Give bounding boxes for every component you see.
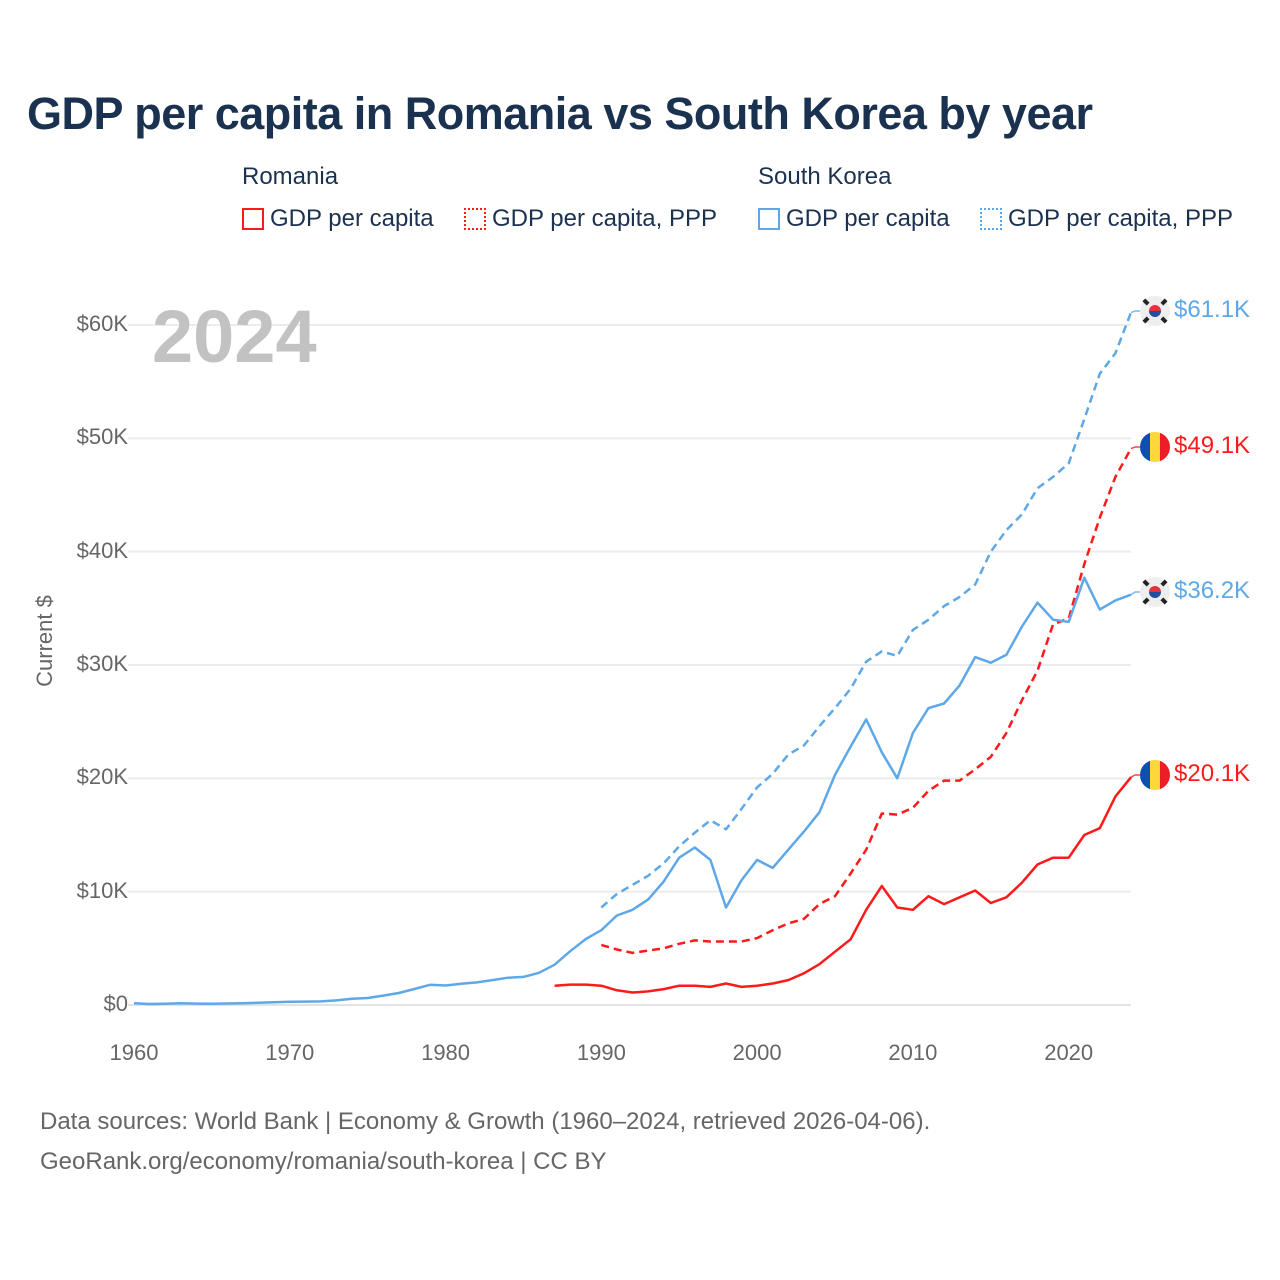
footer-sources: Data sources: World Bank | Economy & Gro… bbox=[40, 1108, 931, 1135]
romania-flag-icon bbox=[1140, 760, 1170, 790]
end-connector bbox=[1130, 774, 1140, 778]
y-tick-label: $0 bbox=[103, 991, 128, 1016]
footer-link[interactable]: GeoRank.org/economy/romania/south-korea … bbox=[40, 1148, 607, 1175]
x-tick-label: 1980 bbox=[421, 1040, 471, 1065]
legend-korea-ppp[interactable]: GDP per capita, PPP bbox=[980, 205, 1233, 233]
series-line-romania-gdp-per-capita bbox=[554, 776, 1132, 994]
south-korea-flag-icon bbox=[1140, 577, 1170, 607]
legend-label: GDP per capita bbox=[270, 205, 434, 232]
series-line-romania-gdp-per-capita-ppp bbox=[600, 447, 1133, 955]
end-value-label: $36.2K bbox=[1174, 577, 1251, 604]
x-tick-label: 2020 bbox=[1044, 1040, 1094, 1065]
legend-group-south-korea: South Korea bbox=[758, 163, 892, 190]
y-tick-label: $50K bbox=[76, 424, 128, 450]
legend-swatch-solid-red bbox=[242, 208, 264, 230]
legend-group-romania: Romania bbox=[242, 163, 339, 190]
x-tick-label: 2000 bbox=[732, 1040, 782, 1065]
y-tick-label: $20K bbox=[76, 764, 128, 790]
series-line-south-korea-gdp-per-capita-ppp bbox=[600, 312, 1133, 909]
year-watermark: 2024 bbox=[152, 295, 317, 378]
end-connector bbox=[1130, 446, 1140, 450]
x-tick-label: 2010 bbox=[888, 1040, 938, 1065]
legend-korea-gdp[interactable]: GDP per capita bbox=[758, 205, 950, 233]
x-tick-label: 1970 bbox=[265, 1040, 315, 1065]
series-line-south-korea-gdp-per-capita bbox=[133, 576, 1132, 1006]
end-connector bbox=[1130, 591, 1140, 596]
y-tick-label: $40K bbox=[76, 537, 128, 563]
legend-romania-gdp[interactable]: GDP per capita bbox=[242, 205, 434, 233]
end-value-label: $49.1K bbox=[1174, 432, 1251, 459]
legend-swatch-dotted-blue bbox=[980, 208, 1002, 230]
legend-swatch-dotted-red bbox=[464, 208, 486, 230]
chart-title: GDP per capita in Romania vs South Korea… bbox=[27, 88, 1093, 139]
legend-romania-ppp[interactable]: GDP per capita, PPP bbox=[464, 205, 717, 233]
x-tick-label: 1990 bbox=[576, 1040, 626, 1065]
legend-label: GDP per capita, PPP bbox=[1008, 205, 1233, 232]
end-connector bbox=[1130, 310, 1140, 314]
y-tick-label: $60K bbox=[76, 311, 128, 336]
y-tick-label: $30K bbox=[76, 651, 128, 676]
y-axis-label: Current $ bbox=[32, 595, 57, 687]
legend-label: GDP per capita bbox=[786, 205, 950, 232]
romania-flag-icon bbox=[1140, 432, 1170, 462]
x-tick-label: 1960 bbox=[109, 1040, 159, 1065]
legend-label: GDP per capita, PPP bbox=[492, 205, 717, 232]
end-value-label: $61.1K bbox=[1174, 296, 1251, 323]
south-korea-flag-icon bbox=[1140, 296, 1170, 326]
end-value-label: $20.1K bbox=[1174, 760, 1251, 787]
legend-swatch-solid-blue bbox=[758, 208, 780, 230]
y-tick-label: $10K bbox=[76, 877, 128, 903]
